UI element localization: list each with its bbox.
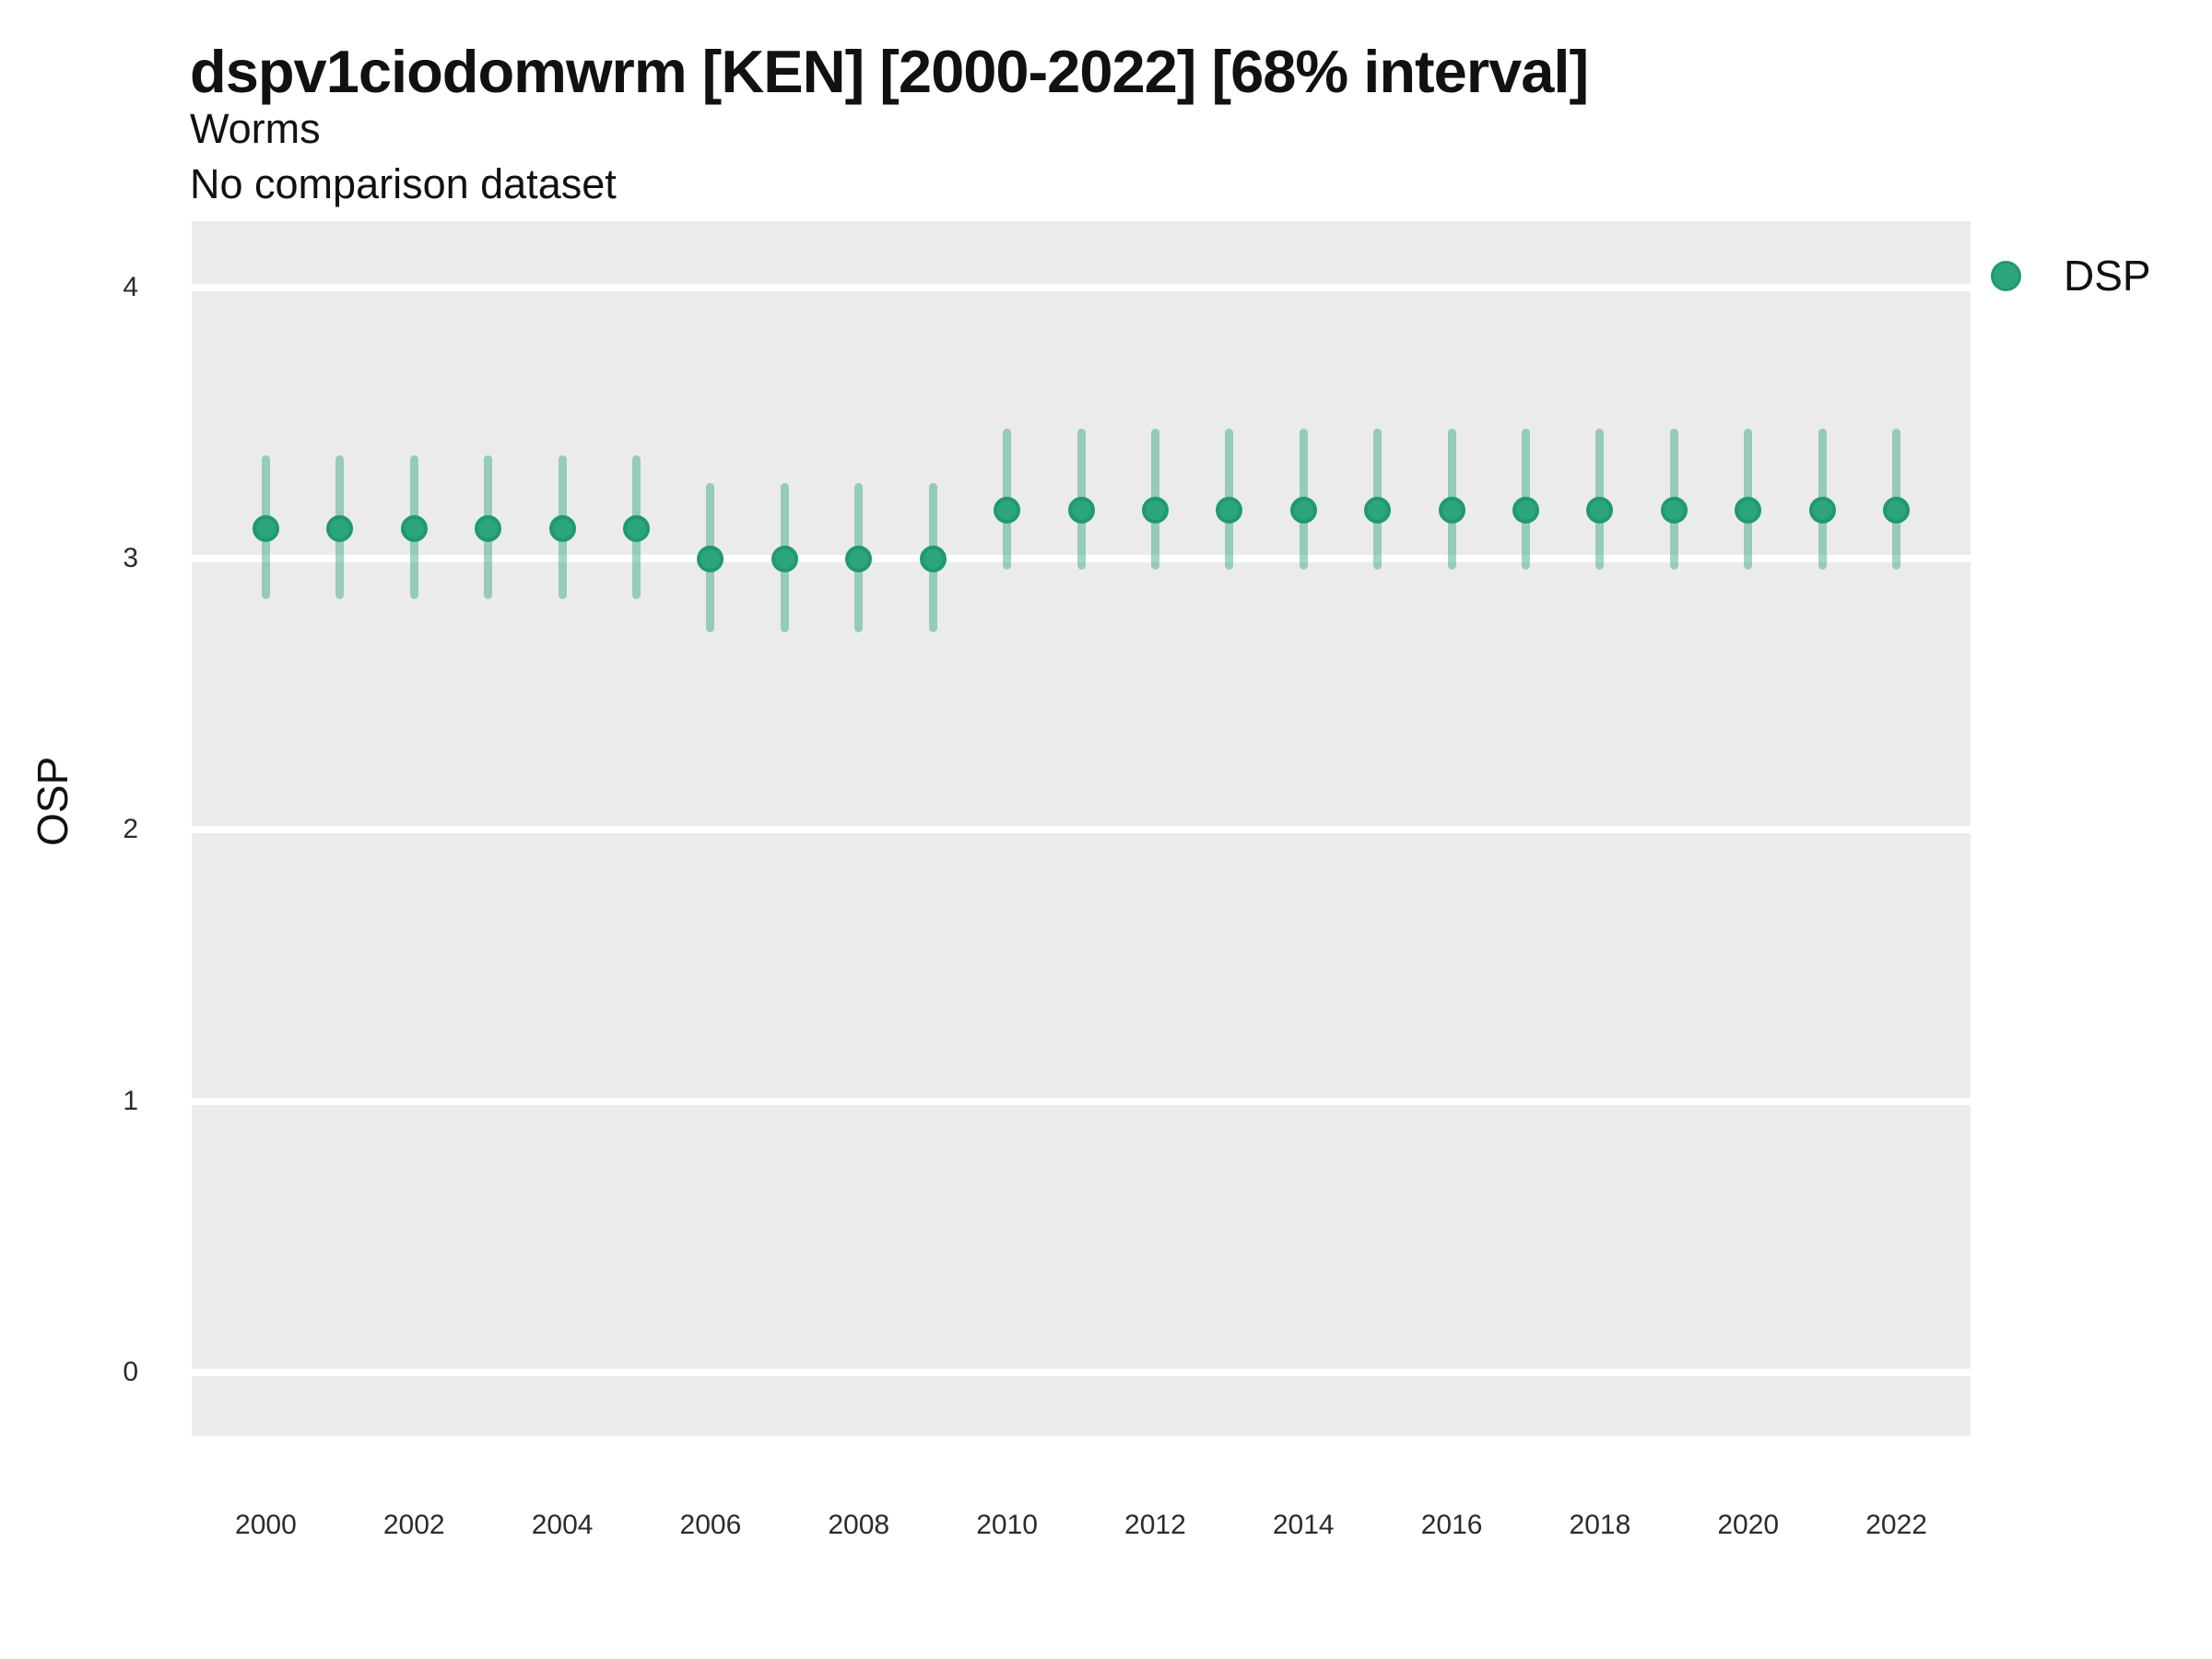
x-tick-label-2004: 2004 <box>531 1510 594 1540</box>
y-tick-label-4: 4 <box>123 272 138 303</box>
data-point-2019 <box>1660 496 1688 524</box>
data-point-2021 <box>1808 496 1836 524</box>
data-point-2017 <box>1512 496 1539 524</box>
data-point-2013 <box>1216 496 1243 524</box>
data-point-2004 <box>548 515 576 543</box>
data-point-2022 <box>1883 496 1911 524</box>
chart-subtitle: Worms <box>190 105 321 152</box>
chart-title: dspv1ciodomwrm [KEN] [2000-2022] [68% in… <box>190 38 1589 105</box>
x-tick-label-2018: 2018 <box>1569 1510 1631 1540</box>
data-point-2012 <box>1141 496 1169 524</box>
x-tick-label-2000: 2000 <box>235 1510 297 1540</box>
data-point-2008 <box>845 545 873 572</box>
gridline-y-0 <box>192 1368 1971 1376</box>
y-tick-label-2: 2 <box>123 814 138 845</box>
x-tick-label-2006: 2006 <box>679 1510 742 1540</box>
gridline-y-3 <box>192 555 1971 563</box>
data-point-2003 <box>475 515 502 543</box>
y-tick-label-0: 0 <box>123 1356 138 1387</box>
x-tick-label-2014: 2014 <box>1272 1510 1335 1540</box>
data-point-2002 <box>400 515 428 543</box>
data-point-2006 <box>697 545 724 572</box>
y-tick-label-3: 3 <box>123 543 138 574</box>
x-tick-label-2020: 2020 <box>1717 1510 1780 1540</box>
y-tick-label-1: 1 <box>123 1085 138 1116</box>
data-point-2007 <box>771 545 798 572</box>
legend-point-icon <box>1991 260 2021 291</box>
data-point-2010 <box>994 496 1021 524</box>
gridline-y-4 <box>192 284 1971 292</box>
x-tick-label-2016: 2016 <box>1420 1510 1483 1540</box>
data-point-2001 <box>326 515 354 543</box>
legend: DSP <box>1991 254 2151 297</box>
x-tick-label-2008: 2008 <box>828 1510 890 1540</box>
legend-label: DSP <box>2064 252 2151 300</box>
gridline-y-1 <box>192 1097 1971 1105</box>
data-point-2005 <box>623 515 650 543</box>
data-point-2018 <box>1586 496 1614 524</box>
comparison-note: No comparison dataset <box>190 160 617 207</box>
x-tick-label-2002: 2002 <box>382 1510 445 1540</box>
plot-panel <box>192 221 1971 1436</box>
data-point-2000 <box>252 515 279 543</box>
data-point-2014 <box>1289 496 1317 524</box>
data-point-2011 <box>1067 496 1095 524</box>
x-tick-label-2012: 2012 <box>1124 1510 1186 1540</box>
data-point-2015 <box>1364 496 1392 524</box>
x-tick-label-2010: 2010 <box>976 1510 1038 1540</box>
data-point-2020 <box>1735 496 1762 524</box>
x-tick-label-2022: 2022 <box>1865 1510 1927 1540</box>
gridline-y-2 <box>192 826 1971 834</box>
data-point-2009 <box>919 545 947 572</box>
data-point-2016 <box>1438 496 1465 524</box>
